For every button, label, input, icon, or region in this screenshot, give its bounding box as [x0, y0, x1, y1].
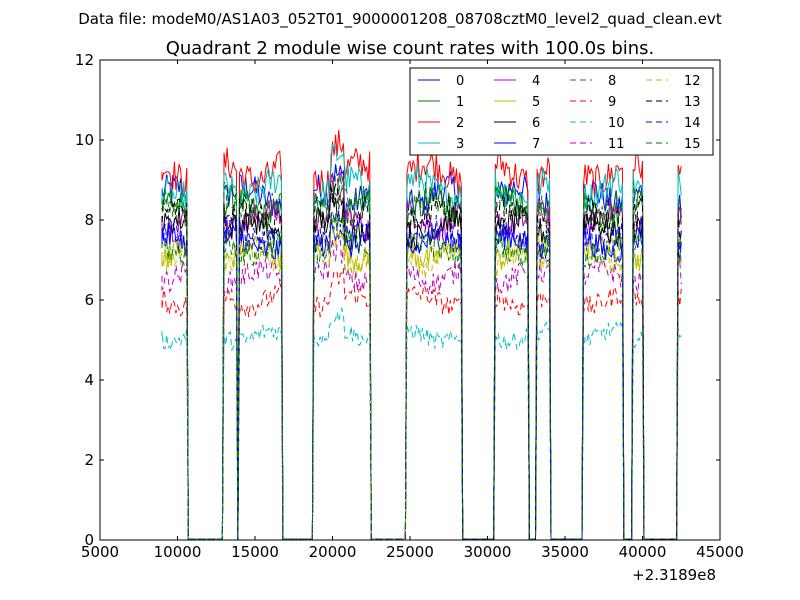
series-line-10 [161, 306, 682, 540]
legend-label-8: 8 [608, 74, 616, 89]
y-tick-label: 0 [84, 531, 94, 549]
legend-label-14: 14 [684, 116, 701, 131]
series-line-6 [161, 193, 682, 540]
y-tick-label: 8 [84, 211, 94, 229]
x-tick-label: 45000 [696, 543, 744, 561]
x-tick-label: 25000 [386, 543, 434, 561]
figure-suptitle: Data file: modeM0/AS1A03_052T01_90000012… [78, 10, 722, 29]
legend-label-3: 3 [456, 137, 464, 152]
x-tick-label: 15000 [231, 543, 279, 561]
y-tick-label: 10 [75, 131, 94, 149]
chart-title: Quadrant 2 module wise count rates with … [166, 38, 655, 59]
series-line-12 [161, 229, 682, 540]
x-tick-label: 5000 [81, 543, 119, 561]
legend-label-5: 5 [532, 95, 540, 110]
series-layer [161, 129, 682, 540]
legend-label-10: 10 [608, 116, 625, 131]
series-line-15 [161, 212, 682, 540]
x-tick-label: 40000 [619, 543, 667, 561]
legend-label-1: 1 [456, 95, 464, 110]
legend-box [409, 67, 714, 156]
legend-label-12: 12 [684, 74, 701, 89]
legend-label-15: 15 [684, 137, 701, 152]
y-tick-label: 2 [84, 451, 94, 469]
series-line-7 [161, 219, 682, 540]
y-tick-label: 4 [84, 371, 94, 389]
series-line-2 [161, 129, 682, 540]
legend-label-2: 2 [456, 116, 464, 131]
x-tick-label: 35000 [541, 543, 589, 561]
legend-label-9: 9 [608, 95, 616, 110]
x-tick-label: 10000 [154, 543, 202, 561]
y-tick-label: 6 [84, 291, 94, 309]
series-line-1 [161, 178, 682, 540]
x-axis: 5000 10000 15000 20000 25000 30000 35000 40000 4… [81, 60, 744, 561]
x-tick-label: 30000 [464, 543, 512, 561]
legend-label-13: 13 [684, 95, 701, 110]
series-line-14 [161, 209, 682, 540]
y-tick-label: 12 [75, 51, 94, 69]
x-tick-label: 20000 [309, 543, 357, 561]
series-line-9 [161, 268, 682, 540]
legend-label-0: 0 [456, 74, 464, 89]
legend-label-6: 6 [532, 116, 540, 131]
series-line-13 [161, 183, 682, 540]
legend-label-11: 11 [608, 137, 625, 152]
series-line-11 [161, 238, 682, 540]
legend-label-7: 7 [532, 137, 540, 152]
x-axis-offset-label: +2.3189e8 [632, 566, 716, 584]
legend-label-4: 4 [532, 74, 540, 89]
